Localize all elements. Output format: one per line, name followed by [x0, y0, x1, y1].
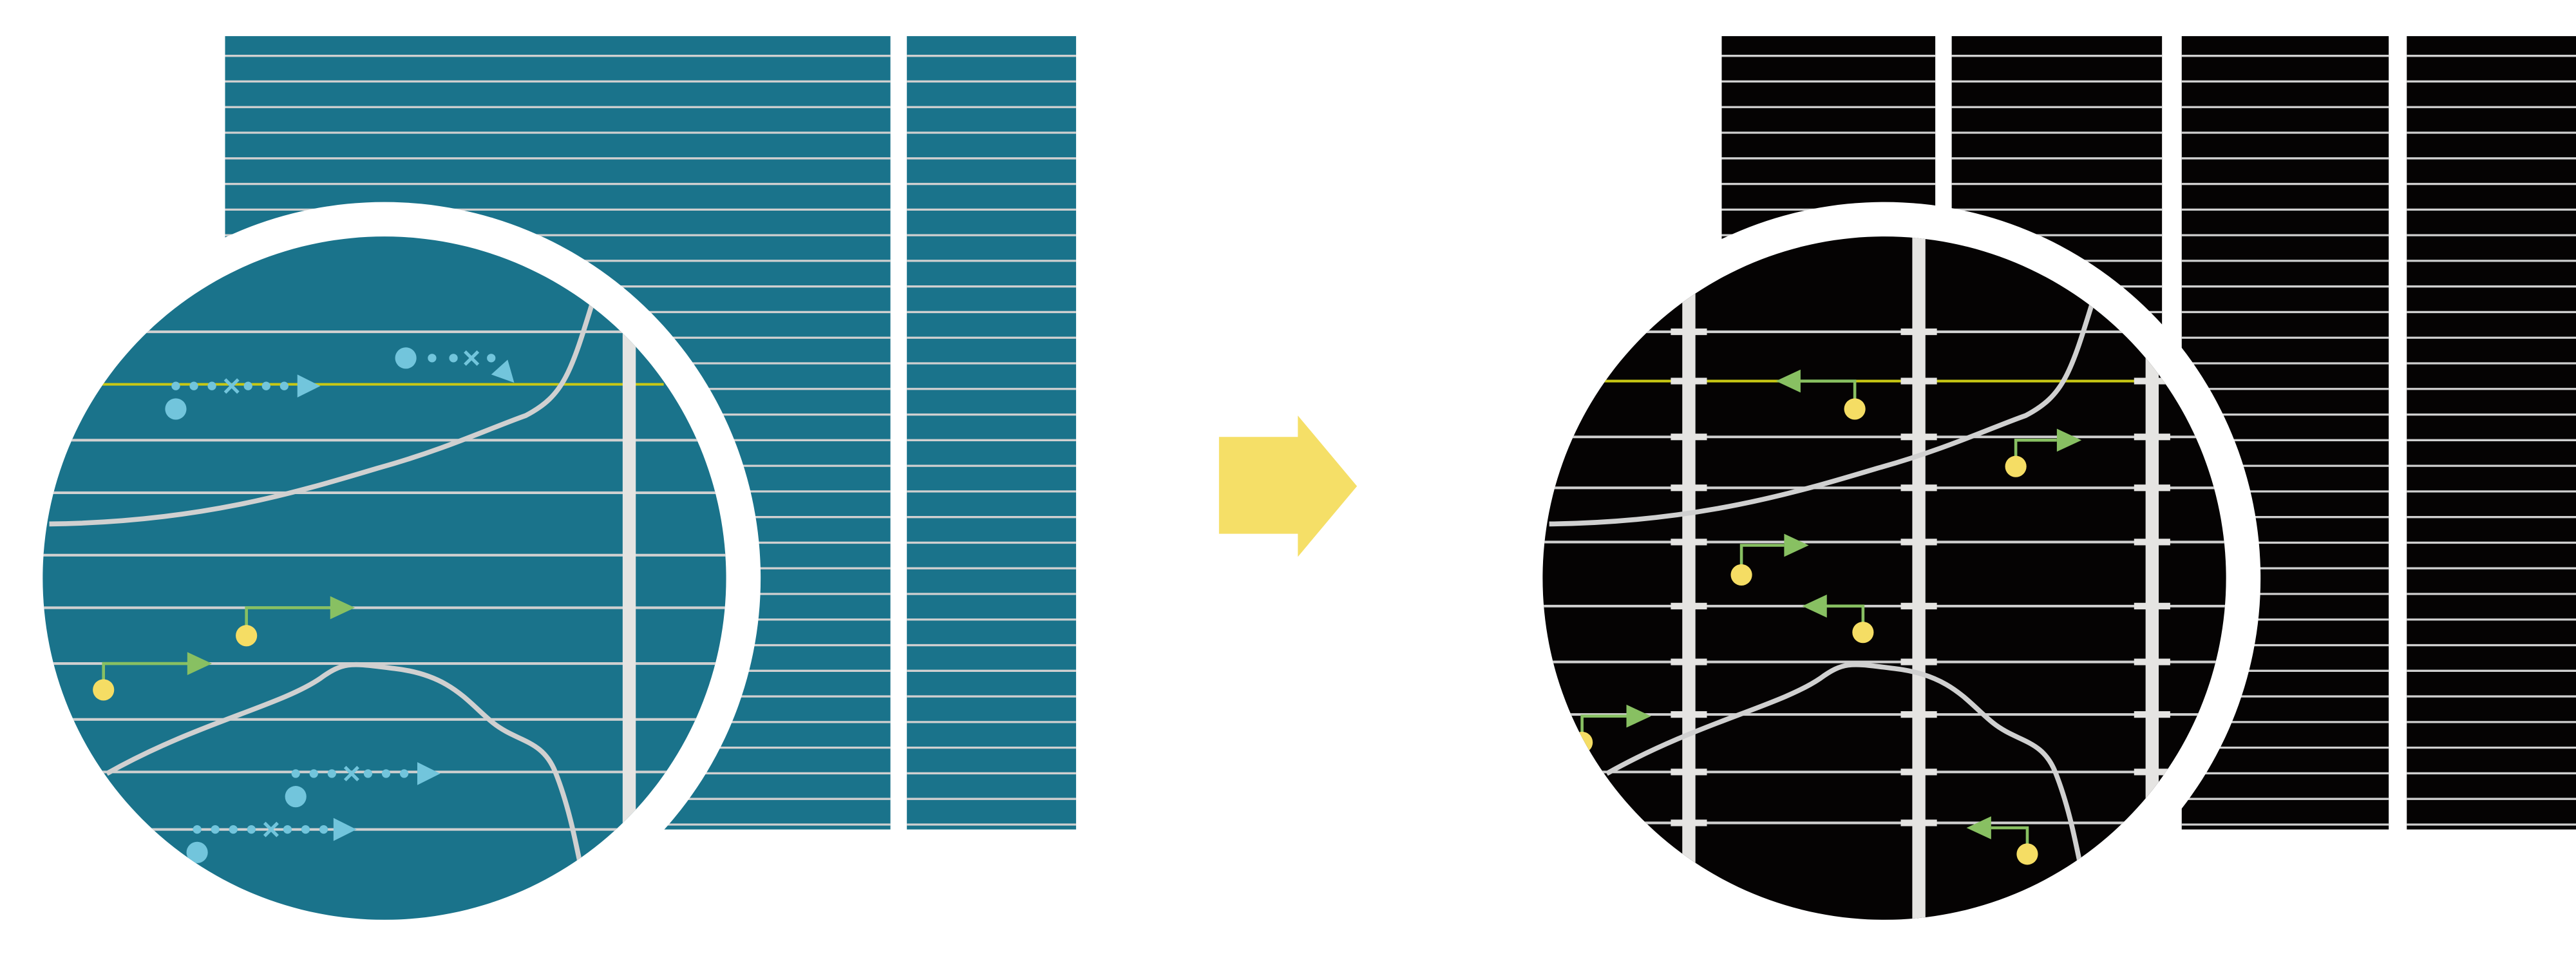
- trail-dot: [319, 825, 328, 834]
- trail-dot: [279, 381, 289, 390]
- trail-dot: [301, 825, 310, 834]
- cross-icon: [223, 378, 240, 394]
- trail-dot: [363, 769, 373, 778]
- after-magnifier: [1508, 202, 2261, 955]
- bar-tick: [1900, 602, 1937, 609]
- bar-tick: [1900, 434, 1937, 441]
- bar-tick: [1900, 819, 1937, 826]
- node-dot: [2005, 455, 2027, 477]
- bar-tick: [1900, 539, 1937, 546]
- trail-dot: [327, 769, 336, 778]
- flow-curve: [105, 662, 587, 888]
- bar-tick: [2134, 377, 2170, 385]
- trail-dot: [449, 354, 458, 363]
- trail-dot: [487, 354, 496, 363]
- arrowhead-icon: [1966, 816, 1991, 839]
- trail-dot: [291, 769, 300, 778]
- divider-bar: [1912, 236, 1926, 920]
- trail-dot: [189, 381, 198, 390]
- trail-dot: [309, 769, 318, 778]
- cross-icon: [263, 821, 279, 837]
- arrowhead-icon: [333, 817, 357, 841]
- particle-dot: [285, 786, 307, 808]
- bar-tick: [2134, 539, 2170, 546]
- transition-arrow-icon: [1218, 415, 1358, 557]
- bar-tick: [1671, 711, 1707, 718]
- magnifier-content: [1542, 236, 2226, 920]
- bar-tick: [1671, 539, 1707, 546]
- node-dot: [1730, 564, 1752, 586]
- trail-dot: [243, 381, 252, 390]
- grid-column: [907, 36, 1076, 830]
- node-dot: [1844, 398, 1866, 420]
- trail-dot: [193, 825, 202, 834]
- trail-dot: [381, 769, 391, 778]
- magnifier-fill: [43, 236, 726, 920]
- divider-bar: [2145, 236, 2159, 920]
- trail-dot: [229, 825, 238, 834]
- bar-tick: [2134, 658, 2170, 665]
- arrowhead-icon: [330, 596, 355, 620]
- trail-dot: [247, 825, 256, 834]
- arrowhead-icon: [1802, 595, 1827, 618]
- trail-dot: [283, 825, 292, 834]
- arrowhead-icon: [297, 374, 321, 398]
- bar-tick: [1671, 434, 1707, 441]
- trail-dot: [211, 825, 220, 834]
- before-magnifier: [8, 202, 761, 955]
- bar-tick: [2134, 769, 2170, 776]
- divider-bar: [1682, 236, 1696, 920]
- arrowhead-icon: [1784, 533, 1809, 557]
- bar-tick: [1900, 711, 1937, 718]
- magnifier-content: [43, 236, 726, 920]
- bar-tick: [2134, 434, 2170, 441]
- bar-tick: [2134, 484, 2170, 492]
- bar-tick: [1671, 658, 1707, 665]
- flow-curve: [1549, 278, 2102, 527]
- arrowhead-icon: [1776, 369, 1801, 393]
- node-dot: [93, 679, 115, 701]
- bar-tick: [1671, 484, 1707, 492]
- flow-curve: [49, 278, 602, 527]
- particle-dot: [395, 347, 417, 369]
- arrowhead-icon: [2056, 428, 2082, 452]
- bar-tick: [1671, 819, 1707, 826]
- bar-tick: [1671, 328, 1707, 336]
- divider-bar: [622, 312, 636, 920]
- trail-dot: [261, 381, 270, 390]
- trail-dot: [428, 354, 437, 363]
- particle-dot: [186, 841, 208, 863]
- bar-tick: [2134, 711, 2170, 718]
- cross-icon: [464, 350, 480, 366]
- particle-dot: [165, 398, 187, 420]
- trail-dot: [207, 381, 216, 390]
- bar-tick: [1900, 769, 1937, 776]
- bar-tick: [1671, 769, 1707, 776]
- bar-tick: [1671, 377, 1707, 385]
- bar-tick: [1900, 484, 1937, 492]
- bar-tick: [1900, 658, 1937, 665]
- arrowhead-icon: [491, 359, 515, 383]
- bar-tick: [2134, 602, 2170, 609]
- arrowhead-icon: [187, 652, 213, 675]
- grid-column: [2407, 36, 2576, 830]
- bar-tick: [1900, 328, 1937, 336]
- node-dot: [2016, 843, 2038, 865]
- node-dot: [1852, 622, 1874, 644]
- node-dot: [236, 625, 258, 647]
- cross-icon: [343, 765, 359, 781]
- trail-dot: [399, 769, 409, 778]
- trail-dot: [171, 381, 180, 390]
- bar-tick: [1900, 377, 1937, 385]
- arrowhead-icon: [417, 762, 440, 785]
- arrowhead-icon: [1626, 704, 1651, 728]
- magnifier-fill: [1542, 236, 2226, 920]
- flow-curve: [1605, 662, 2087, 888]
- bar-tick: [1671, 602, 1707, 609]
